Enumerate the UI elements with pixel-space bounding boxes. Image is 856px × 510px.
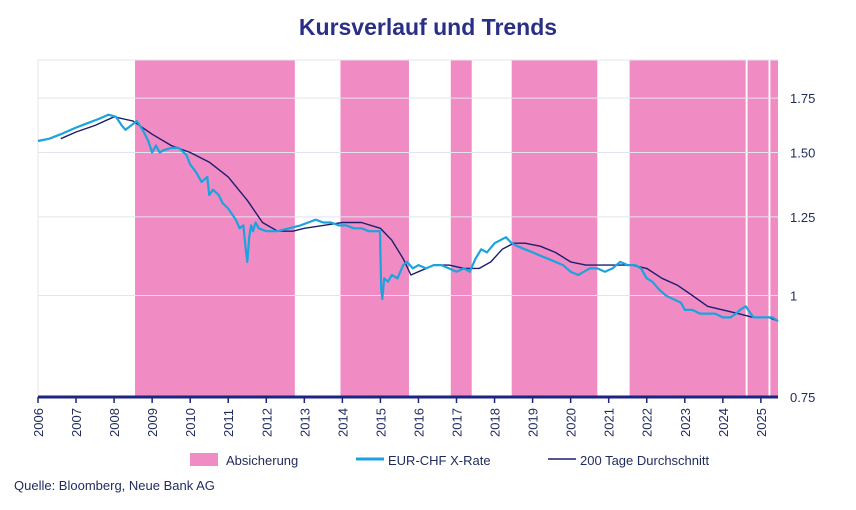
y-tick-label: 1 <box>790 289 797 304</box>
legend-label-ma: 200 Tage Durchschnitt <box>580 453 710 468</box>
x-tick-label: 2013 <box>297 408 312 437</box>
hedge-period-5 <box>747 60 769 397</box>
hedge-periods <box>135 60 778 397</box>
x-tick-label: 2011 <box>221 409 236 437</box>
x-tick-label: 2025 <box>754 408 769 437</box>
hedge-period-3 <box>511 60 598 397</box>
x-tick-label: 2024 <box>716 408 731 437</box>
y-tick-label: 0.75 <box>790 390 815 405</box>
x-tick-label: 2012 <box>259 408 274 437</box>
x-tick-label: 2009 <box>145 408 160 437</box>
y-tick-label: 1.25 <box>790 210 815 225</box>
x-tick-label: 2020 <box>564 408 579 437</box>
legend-label-fx: EUR-CHF X-Rate <box>388 453 491 468</box>
hedge-period-0 <box>135 60 295 397</box>
hedge-period-6 <box>770 60 778 397</box>
x-tick-label: 2017 <box>450 408 465 437</box>
x-tick-label: 2007 <box>69 408 84 437</box>
x-tick-label: 2015 <box>373 408 388 437</box>
fx-series <box>37 113 779 323</box>
x-tick-label: 2014 <box>335 408 350 437</box>
x-tick-label: 2008 <box>107 408 122 437</box>
legend: Absicherung EUR-CHF X-Rate 200 Tage Durc… <box>190 453 710 468</box>
y-tick-label: 1.75 <box>790 91 815 106</box>
hedge-period-1 <box>340 60 409 397</box>
x-tick-label: 2006 <box>31 408 46 437</box>
x-tick-label: 2022 <box>640 408 655 437</box>
x-tick-label: 2021 <box>602 408 617 437</box>
hedge-period-4 <box>629 60 746 397</box>
hedge-period-2 <box>450 60 472 397</box>
x-tick-label: 2016 <box>411 408 426 437</box>
y-tick-label: 1.50 <box>790 146 815 161</box>
x-axis <box>37 395 778 403</box>
legend-swatch-hedge <box>190 453 218 466</box>
y-axis: 1.75 1.50 1.25 1 0.75 <box>790 91 815 405</box>
chart-title: Kursverlauf und Trends <box>298 14 558 40</box>
x-axis-labels: 2006 2007 2008 2009 2010 2011 2012 2013 2014 2015… <box>31 408 769 437</box>
x-tick-label: 2018 <box>488 408 503 437</box>
legend-label-hedge: Absicherung <box>226 453 298 468</box>
x-tick-label: 2010 <box>183 408 198 437</box>
source-note: Quelle: Bloomberg, Neue Bank AG <box>14 478 215 493</box>
x-tick-label: 2019 <box>526 408 541 437</box>
fx-line <box>37 113 779 323</box>
x-tick-label: 2023 <box>678 408 693 437</box>
